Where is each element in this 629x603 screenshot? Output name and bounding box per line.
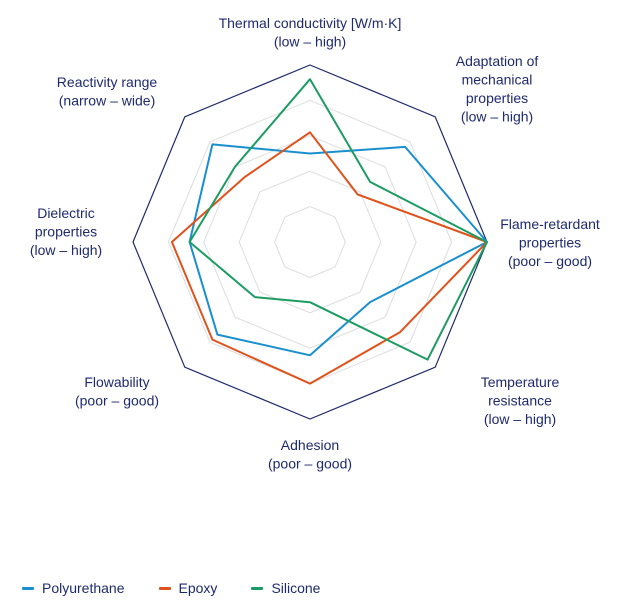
legend-label-polyurethane: Polyurethane — [42, 580, 125, 596]
axis-label-0: Thermal conductivity [W/m·K] (low – high) — [219, 15, 402, 50]
radar-grid-ring-4 — [167, 99, 453, 385]
series-line-silicone — [188, 78, 488, 361]
series-line-polyurethane — [188, 143, 488, 357]
radar-series — [170, 78, 488, 385]
legend-swatch-polyurethane — [22, 586, 34, 590]
legend: Polyurethane Epoxy Silicone — [22, 580, 320, 596]
legend-label-epoxy: Epoxy — [178, 580, 218, 596]
legend-swatch-silicone — [251, 586, 264, 590]
radar-grid-ring-3 — [203, 135, 417, 349]
axis-label-6: Dielectric properties (low – high) — [30, 205, 102, 258]
axis-label-2: Flame-retardant properties (poor – good) — [500, 216, 600, 269]
legend-item-silicone: Silicone — [251, 580, 320, 596]
axis-label-1: Adaptation of mechanical properties (low – … — [456, 53, 539, 125]
radar-grid — [132, 64, 488, 420]
radar-grid-ring-2 — [238, 170, 382, 314]
axis-label-5: Flowability (poor – good) — [75, 374, 159, 409]
radar-grid-ring-1 — [274, 206, 346, 278]
axis-label-3: Temperature resistance (low – high) — [481, 374, 560, 427]
axis-labels: Thermal conductivity [W/m·K] (low – high)… — [30, 15, 600, 472]
legend-item-epoxy: Epoxy — [158, 580, 218, 596]
axis-label-7: Reactivity range (narrow – wide) — [57, 74, 158, 109]
legend-label-silicone: Silicone — [271, 580, 321, 596]
legend-item-polyurethane: Polyurethane — [22, 580, 125, 596]
legend-swatch-epoxy — [158, 586, 171, 590]
axis-label-4: Adhesion (poor – good) — [268, 437, 352, 472]
series-line-epoxy — [170, 131, 488, 385]
radar-outline — [132, 64, 488, 420]
